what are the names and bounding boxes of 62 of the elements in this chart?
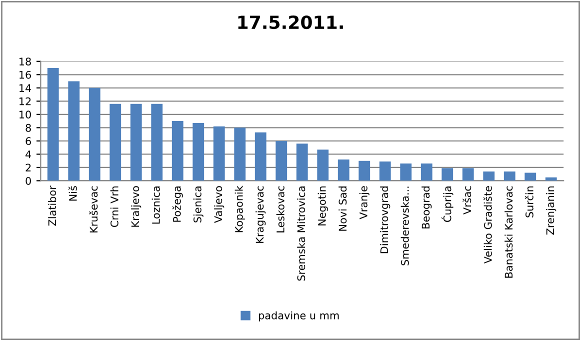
y-tick-label: 14 <box>20 84 32 92</box>
x-tick-label: Vranje <box>359 186 370 220</box>
bar <box>68 81 80 181</box>
bar <box>213 126 225 181</box>
bar <box>442 168 454 181</box>
chart-title: 17.5.2011. <box>238 15 343 30</box>
legend-label: padavine u mm <box>258 311 339 322</box>
y-tick-label: 10 <box>20 110 31 119</box>
x-tick-label: Zrenjanin <box>546 186 556 235</box>
bar <box>130 104 142 181</box>
bar <box>462 168 474 181</box>
bar <box>504 171 516 181</box>
x-tick-label: Novi Sad <box>338 186 347 231</box>
x-tick-label: Crni Vrh <box>110 186 118 228</box>
bar <box>88 88 100 181</box>
y-tick-label: 16 <box>20 70 31 79</box>
x-tick-label: Ćuprija <box>441 186 454 222</box>
x-tick-label: Zlatibor <box>48 186 56 226</box>
bar <box>151 104 163 181</box>
bar <box>420 163 432 181</box>
x-tick-label: Kraljevo <box>131 186 142 227</box>
bar <box>400 163 412 181</box>
x-tick-label: Kragujevac <box>256 186 266 243</box>
x-tick-label: Vršac <box>462 186 472 214</box>
x-tick-label: Leskovac <box>276 186 284 232</box>
bar <box>338 160 350 181</box>
bar <box>524 172 536 181</box>
bar <box>379 162 391 181</box>
x-tick-label: Niš <box>68 186 77 201</box>
x-tick-label: Dimitrovgrad <box>380 186 390 254</box>
x-tick-label: Sremska Mitrovica <box>297 186 306 281</box>
x-tick-label: Kopaonik <box>234 186 245 232</box>
bar <box>234 128 246 181</box>
bar <box>192 123 204 181</box>
bar <box>110 104 122 181</box>
bar <box>545 177 557 181</box>
bar <box>358 160 370 181</box>
bar <box>276 140 288 181</box>
y-tick-label: 4 <box>26 150 32 158</box>
y-tick-label: 0 <box>26 176 31 185</box>
bar <box>317 150 329 181</box>
x-tick-label: Beograd <box>422 186 432 228</box>
y-tick-label: 2 <box>26 164 31 172</box>
y-tick-label: 12 <box>20 97 31 106</box>
bar <box>254 132 266 181</box>
bar <box>47 68 59 181</box>
x-tick-label: Valjevo <box>214 186 224 223</box>
x-tick-label: Smederevska... <box>400 186 409 266</box>
x-tick-label: Kruševac <box>89 186 98 232</box>
y-tick-label: 18 <box>20 58 31 66</box>
x-tick-label: Požega <box>172 186 183 222</box>
bar <box>172 121 184 181</box>
x-tick-label: Sjenica <box>193 186 204 222</box>
x-tick-label: Banatski Karlovac <box>504 186 513 278</box>
y-tick-label: 8 <box>26 124 31 132</box>
bar <box>296 144 308 181</box>
x-tick-label: Surčin <box>524 186 534 218</box>
x-tick-label: Negotin <box>318 186 328 226</box>
x-tick-label: Loznica <box>152 186 160 224</box>
bar <box>483 171 495 181</box>
x-tick-label: Veliko Gradište <box>483 186 492 264</box>
y-tick-label: 6 <box>26 137 31 146</box>
